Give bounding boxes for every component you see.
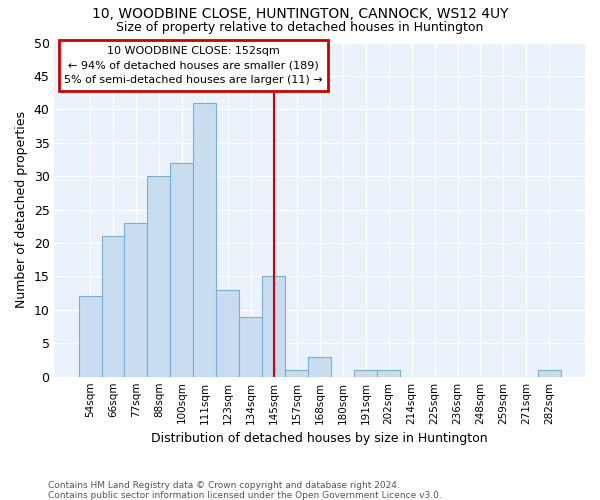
Bar bbox=[193, 102, 217, 376]
Bar bbox=[148, 176, 170, 376]
Text: 10, WOODBINE CLOSE, HUNTINGTON, CANNOCK, WS12 4UY: 10, WOODBINE CLOSE, HUNTINGTON, CANNOCK,… bbox=[92, 8, 508, 22]
Bar bbox=[101, 236, 124, 376]
Bar bbox=[262, 276, 285, 376]
Bar bbox=[354, 370, 377, 376]
Bar bbox=[170, 163, 193, 376]
Text: 10 WOODBINE CLOSE: 152sqm
← 94% of detached houses are smaller (189)
5% of semi-: 10 WOODBINE CLOSE: 152sqm ← 94% of detac… bbox=[64, 46, 323, 86]
Y-axis label: Number of detached properties: Number of detached properties bbox=[15, 111, 28, 308]
Bar bbox=[79, 296, 101, 376]
Bar bbox=[285, 370, 308, 376]
Text: Contains public sector information licensed under the Open Government Licence v3: Contains public sector information licen… bbox=[48, 491, 442, 500]
Bar bbox=[124, 223, 148, 376]
Bar bbox=[308, 356, 331, 376]
X-axis label: Distribution of detached houses by size in Huntington: Distribution of detached houses by size … bbox=[151, 432, 488, 445]
Bar bbox=[217, 290, 239, 376]
Bar bbox=[239, 316, 262, 376]
Bar bbox=[377, 370, 400, 376]
Bar bbox=[538, 370, 561, 376]
Text: Contains HM Land Registry data © Crown copyright and database right 2024.: Contains HM Land Registry data © Crown c… bbox=[48, 481, 400, 490]
Text: Size of property relative to detached houses in Huntington: Size of property relative to detached ho… bbox=[116, 21, 484, 34]
